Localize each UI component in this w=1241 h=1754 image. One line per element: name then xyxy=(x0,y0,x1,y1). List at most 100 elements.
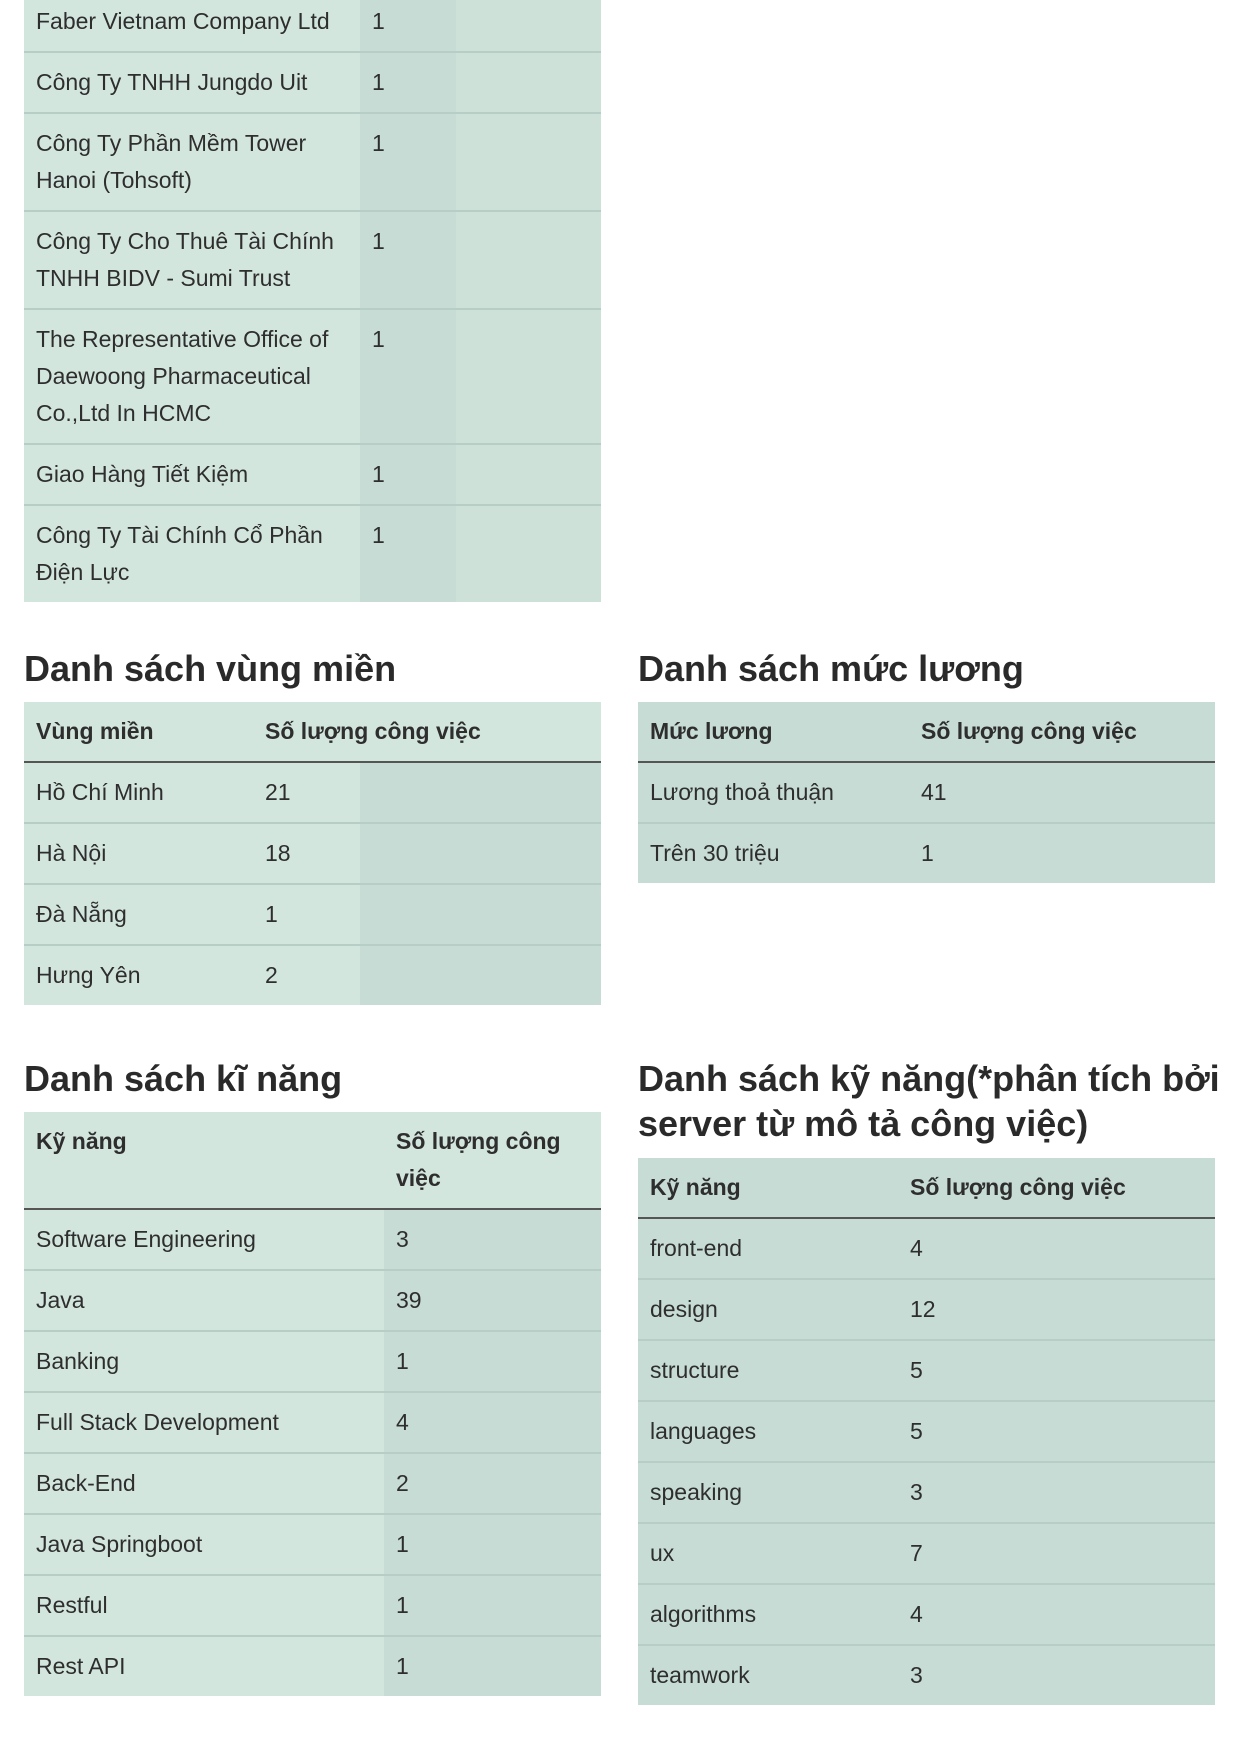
skills-server-table-block: Kỹ năng Số lượng công việc front-end 4 des… xyxy=(638,1158,1215,1705)
empty-cell xyxy=(456,52,601,114)
row-count-cell: 1 xyxy=(360,309,456,445)
empty-cell xyxy=(456,309,601,445)
table-row: Hưng Yên 2 xyxy=(24,945,602,1005)
salaries-table: Mức lương Số lượng công việc Lương thoả … xyxy=(638,702,1215,883)
table-row: Trên 30 triệu 1 xyxy=(638,823,1215,883)
empty-cell xyxy=(456,211,601,310)
skills-server-table: Kỹ năng Số lượng công việc front-end 4 des… xyxy=(638,1158,1215,1705)
column-header-count: Số lượng công việc xyxy=(898,1158,1215,1219)
row-label-cell: Hà Nội xyxy=(24,823,253,885)
row-label-cell: speaking xyxy=(638,1462,898,1524)
row-label-cell: Lương thoả thuận xyxy=(638,762,909,824)
regions-table: Vùng miền Số lượng công việc Hồ Chí Minh… xyxy=(24,702,602,1005)
row-label-cell: languages xyxy=(638,1401,898,1463)
column-header-region: Vùng miền xyxy=(24,702,253,763)
row-count-cell: 4 xyxy=(898,1218,1215,1280)
table-row: Software Engineering 3 xyxy=(24,1209,601,1271)
row-label-cell: Rest API xyxy=(24,1636,384,1696)
table-row: Công Ty Phần Mềm Tower Hanoi (Tohsoft) 1 xyxy=(24,113,601,212)
table-row: design 12 xyxy=(638,1279,1215,1341)
row-count-cell: 4 xyxy=(384,1392,601,1454)
column-header-count: Số lượng công việc xyxy=(253,702,602,763)
row-count-cell: 1 xyxy=(253,884,360,946)
table-row: languages 5 xyxy=(638,1401,1215,1463)
row-count-cell: 1 xyxy=(360,444,456,506)
empty-cell xyxy=(360,762,602,824)
row-count-cell: 39 xyxy=(384,1270,601,1332)
column-header-skill: Kỹ năng xyxy=(638,1158,898,1219)
skills-table-block: Kỹ năng Số lượng công việc Software Engi… xyxy=(24,1112,601,1696)
salaries-table-block: Mức lương Số lượng công việc Lương thoả … xyxy=(638,702,1215,883)
row-label-cell: Restful xyxy=(24,1575,384,1637)
table-row: Back-End 2 xyxy=(24,1453,601,1515)
row-count-cell: 21 xyxy=(253,762,360,824)
row-count-cell: 1 xyxy=(384,1331,601,1393)
row-label-cell: Java Springboot xyxy=(24,1514,384,1576)
empty-cell xyxy=(360,823,602,885)
table-row: speaking 3 xyxy=(638,1462,1215,1524)
skills-table: Kỹ năng Số lượng công việc Software Engi… xyxy=(24,1112,601,1696)
salaries-title: Danh sách mức lương xyxy=(638,648,1024,689)
table-row: Giao Hàng Tiết Kiệm 1 xyxy=(24,444,601,506)
row-label-cell: teamwork xyxy=(638,1645,898,1705)
row-label-cell: Banking xyxy=(24,1331,384,1393)
row-count-cell: 3 xyxy=(384,1209,601,1271)
table-row: Rest API 1 xyxy=(24,1636,601,1696)
table-row: teamwork 3 xyxy=(638,1645,1215,1705)
row-count-cell: 1 xyxy=(384,1636,601,1696)
row-label-cell: Back-End xyxy=(24,1453,384,1515)
row-count-cell: 2 xyxy=(253,945,360,1005)
table-row: Java 39 xyxy=(24,1270,601,1332)
table-header-row: Vùng miền Số lượng công việc xyxy=(24,702,602,763)
row-count-cell: 5 xyxy=(898,1340,1215,1402)
row-label-cell: Software Engineering xyxy=(24,1209,384,1271)
row-label-cell: Faber Vietnam Company Ltd xyxy=(24,0,360,53)
regions-title: Danh sách vùng miền xyxy=(24,648,397,689)
row-label-cell: front-end xyxy=(638,1218,898,1280)
table-row: Faber Vietnam Company Ltd 1 xyxy=(24,0,601,53)
table-row: Full Stack Development 4 xyxy=(24,1392,601,1454)
row-count-cell: 2 xyxy=(384,1453,601,1515)
table-header-row: Kỹ năng Số lượng công việc xyxy=(638,1158,1215,1219)
row-label-cell: Công Ty TNHH Jungdo Uit xyxy=(24,52,360,114)
table-row: Java Springboot 1 xyxy=(24,1514,601,1576)
column-header-salary: Mức lương xyxy=(638,702,909,763)
column-header-skill: Kỹ năng xyxy=(24,1112,384,1210)
empty-cell xyxy=(360,945,602,1005)
row-count-cell: 18 xyxy=(253,823,360,885)
table-row: ux 7 xyxy=(638,1523,1215,1585)
column-header-count: Số lượng công việc xyxy=(909,702,1215,763)
table-row: The Representative Office of Daewoong Ph… xyxy=(24,309,601,445)
row-count-cell: 1 xyxy=(360,211,456,310)
row-count-cell: 3 xyxy=(898,1645,1215,1705)
table-row: Công Ty TNHH Jungdo Uit 1 xyxy=(24,52,601,114)
empty-cell xyxy=(360,884,602,946)
empty-cell xyxy=(456,505,601,602)
row-label-cell: design xyxy=(638,1279,898,1341)
table-row: Lương thoả thuận 41 xyxy=(638,762,1215,824)
row-count-cell: 7 xyxy=(898,1523,1215,1585)
table-row: Hồ Chí Minh 21 xyxy=(24,762,602,824)
table-row: structure 5 xyxy=(638,1340,1215,1402)
empty-cell xyxy=(456,0,601,53)
row-label-cell: Hồ Chí Minh xyxy=(24,762,253,824)
row-count-cell: 1 xyxy=(360,52,456,114)
row-count-cell: 1 xyxy=(360,113,456,212)
skills-server-title: Danh sách kỹ năng(*phân tích bởi server … xyxy=(638,1058,1220,1144)
company-table: Faber Vietnam Company Ltd 1 Công Ty TNHH J… xyxy=(24,0,601,602)
table-row: Restful 1 xyxy=(24,1575,601,1637)
empty-cell xyxy=(456,113,601,212)
table-row: Banking 1 xyxy=(24,1331,601,1393)
row-count-cell: 41 xyxy=(909,762,1215,824)
table-header-row: Kỹ năng Số lượng công việc xyxy=(24,1112,601,1210)
row-label-cell: Giao Hàng Tiết Kiệm xyxy=(24,444,360,506)
row-count-cell: 3 xyxy=(898,1462,1215,1524)
row-label-cell: Công Ty Cho Thuê Tài Chính TNHH BIDV - S… xyxy=(24,211,360,310)
row-count-cell: 1 xyxy=(384,1514,601,1576)
row-count-cell: 5 xyxy=(898,1401,1215,1463)
row-count-cell: 1 xyxy=(909,823,1215,883)
table-row: Hà Nội 18 xyxy=(24,823,602,885)
table-row: front-end 4 xyxy=(638,1218,1215,1280)
row-count-cell: 1 xyxy=(360,505,456,602)
row-label-cell: Đà Nẵng xyxy=(24,884,253,946)
